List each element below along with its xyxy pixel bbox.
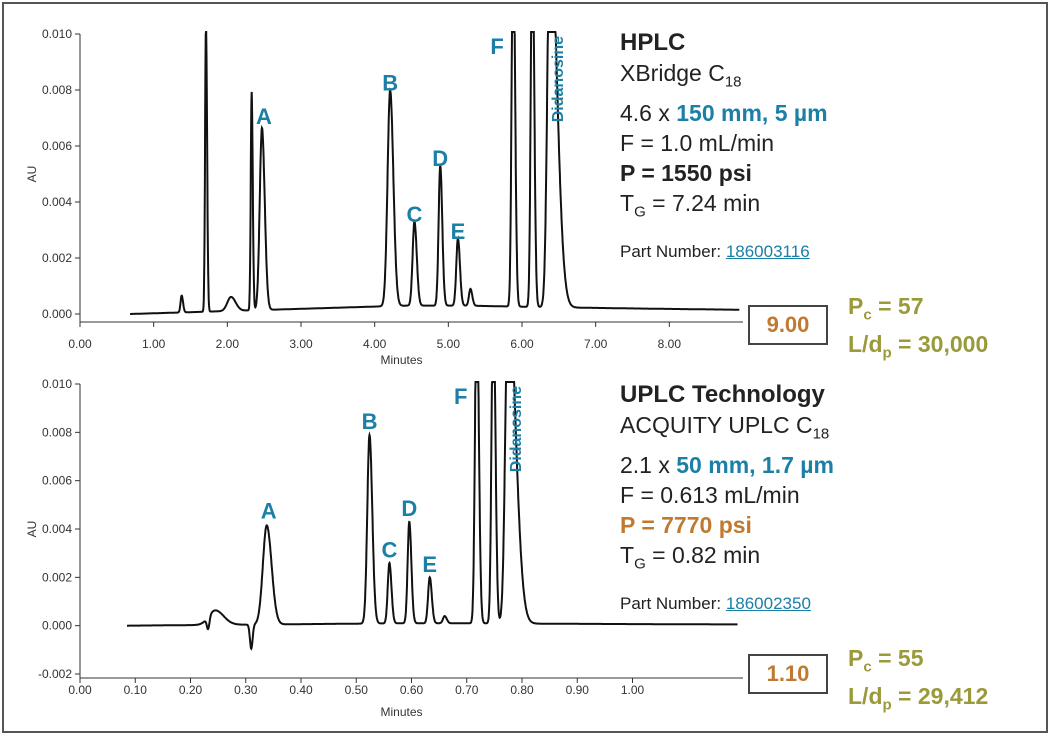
uplc-x-tick-label: 1.00 (621, 683, 645, 697)
uplc-gradient-time: TG = 0.82 min (620, 541, 761, 573)
uplc-peak-label-b: B (362, 409, 378, 434)
uplc-y-tick-label: 0.010 (42, 377, 72, 391)
hplc-peak-label-d: D (432, 146, 448, 171)
uplc-x-tick-label: 0.30 (234, 683, 258, 697)
uplc-ld-ratio: L/dp = 29,412 (848, 682, 989, 714)
hplc-x-tick-label: 5.00 (437, 337, 461, 351)
uplc-part-number-link[interactable]: 186002350 (725, 594, 811, 614)
uplc-dimensions: 2.1 x 50 mm, 1.7 µm (620, 451, 834, 478)
uplc-x-tick-label: 0.20 (179, 683, 203, 697)
uplc-x-tick-label: 0.10 (124, 683, 148, 697)
hplc-ld-ratio: L/dp = 30,000 (848, 330, 989, 362)
uplc-column: ACQUITY UPLC C18 (620, 412, 830, 443)
uplc-y-tick-label: 0.004 (42, 522, 72, 536)
uplc-plot: -0.002 0.000 0.002 0.004 0.006 0.008 0.010 AU 0.… (25, 377, 743, 719)
uplc-x-tick-label: 0.50 (345, 683, 369, 697)
hplc-peak-label-f: F (490, 34, 503, 59)
hplc-dimensions: 4.6 x 150 mm, 5 µm (620, 99, 828, 126)
hplc-y-tick-label: 0.004 (42, 195, 72, 209)
hplc-title: HPLC (620, 29, 686, 56)
hplc-peak-label-didanosine: Didanosine (550, 36, 567, 122)
uplc-x-axis-label: Minutes (380, 705, 422, 719)
hplc-y-axis-label: AU (25, 166, 39, 183)
uplc-part: Part Number: 186002350 (620, 594, 811, 614)
uplc-y-tick-label: 0.008 (42, 425, 72, 439)
uplc-peak-label-f: F (454, 384, 467, 409)
hplc-x-tick-label: 1.00 (142, 337, 166, 351)
uplc-y-tick-label: 0.006 (42, 474, 72, 488)
uplc-x-tick-label: 0.80 (510, 683, 534, 697)
hplc-y-tick-label: 0.010 (42, 27, 72, 41)
hplc-plot: 0.000 0.002 0.004 0.006 0.008 0.010 AU 0.00 1.00… (25, 27, 743, 367)
uplc-x-tick-label: 0.90 (566, 683, 590, 697)
hplc-x-tick-label: 2.00 (216, 337, 240, 351)
hplc-gradient-time: TG = 7.24 min (620, 189, 761, 221)
hplc-stats: Pc = 57 L/dp = 30,000 (848, 292, 988, 367)
uplc-x-tick-label: 0.00 (68, 683, 92, 697)
uplc-peak-label-a: A (261, 499, 277, 524)
uplc-info: UPLC Technology ACQUITY UPLC C18 2.1 x 5… (620, 380, 834, 619)
hplc-x-tick-label: 4.00 (363, 337, 387, 351)
hplc-part: Part Number: 186003116 (620, 242, 810, 262)
hplc-part-number-link[interactable]: 186003116 (725, 242, 810, 262)
hplc-box-value: 9.00 (748, 305, 828, 345)
hplc-peak-label-a: A (256, 104, 272, 129)
hplc-peak-label-c: C (407, 202, 423, 227)
hplc-x-axis-label: Minutes (380, 353, 422, 367)
uplc-y-axis-label: AU (25, 521, 39, 538)
hplc-x-tick-label: 8.00 (658, 337, 682, 351)
uplc-x-tick-label: 0.40 (289, 683, 313, 697)
uplc-pressure: P = 7770 psi (620, 511, 752, 538)
hplc-x-tick-label: 0.00 (68, 337, 92, 351)
hplc-y-tick-label: 0.002 (42, 251, 72, 265)
uplc-peak-capacity: Pc = 55 (848, 645, 924, 676)
hplc-peak-capacity: Pc = 57 (848, 293, 924, 324)
uplc-trace (127, 381, 738, 651)
uplc-title: UPLC Technology (620, 381, 825, 408)
uplc-y-tick-label: 0.000 (42, 619, 72, 633)
hplc-x-tick-label: 3.00 (289, 337, 313, 351)
hplc-peak-label-b: B (382, 70, 398, 95)
hplc-flow: F = 1.0 mL/min (620, 129, 775, 156)
uplc-x-tick-label: 0.70 (455, 683, 479, 697)
hplc-peak-label-e: E (451, 219, 466, 244)
uplc-peak-label-c: C (381, 537, 397, 562)
hplc-x-tick-label: 6.00 (510, 337, 534, 351)
uplc-peak-label-e: E (422, 552, 437, 577)
hplc-pressure: P = 1550 psi (620, 159, 752, 186)
uplc-box-value: 1.10 (748, 654, 828, 694)
hplc-trace (130, 31, 740, 315)
hplc-x-tick-label: 7.00 (584, 337, 608, 351)
uplc-y-tick-label: 0.002 (42, 570, 72, 584)
uplc-x-tick-label: 0.60 (400, 683, 424, 697)
hplc-y-tick-label: 0.006 (42, 139, 72, 153)
uplc-peak-label-didanosine: Didanosine (508, 386, 525, 472)
hplc-y-tick-label: 0.008 (42, 83, 72, 97)
uplc-stats: Pc = 55 L/dp = 29,412 (848, 644, 988, 719)
hplc-column: XBridge C18 (620, 60, 742, 91)
uplc-y-tick-label: -0.002 (38, 667, 72, 681)
hplc-y-tick-label: 0.000 (42, 307, 72, 321)
uplc-flow: F = 0.613 mL/min (620, 481, 800, 508)
hplc-info: HPLC XBridge C18 4.6 x 150 mm, 5 µm F = … (620, 28, 828, 267)
uplc-peak-label-d: D (401, 496, 417, 521)
